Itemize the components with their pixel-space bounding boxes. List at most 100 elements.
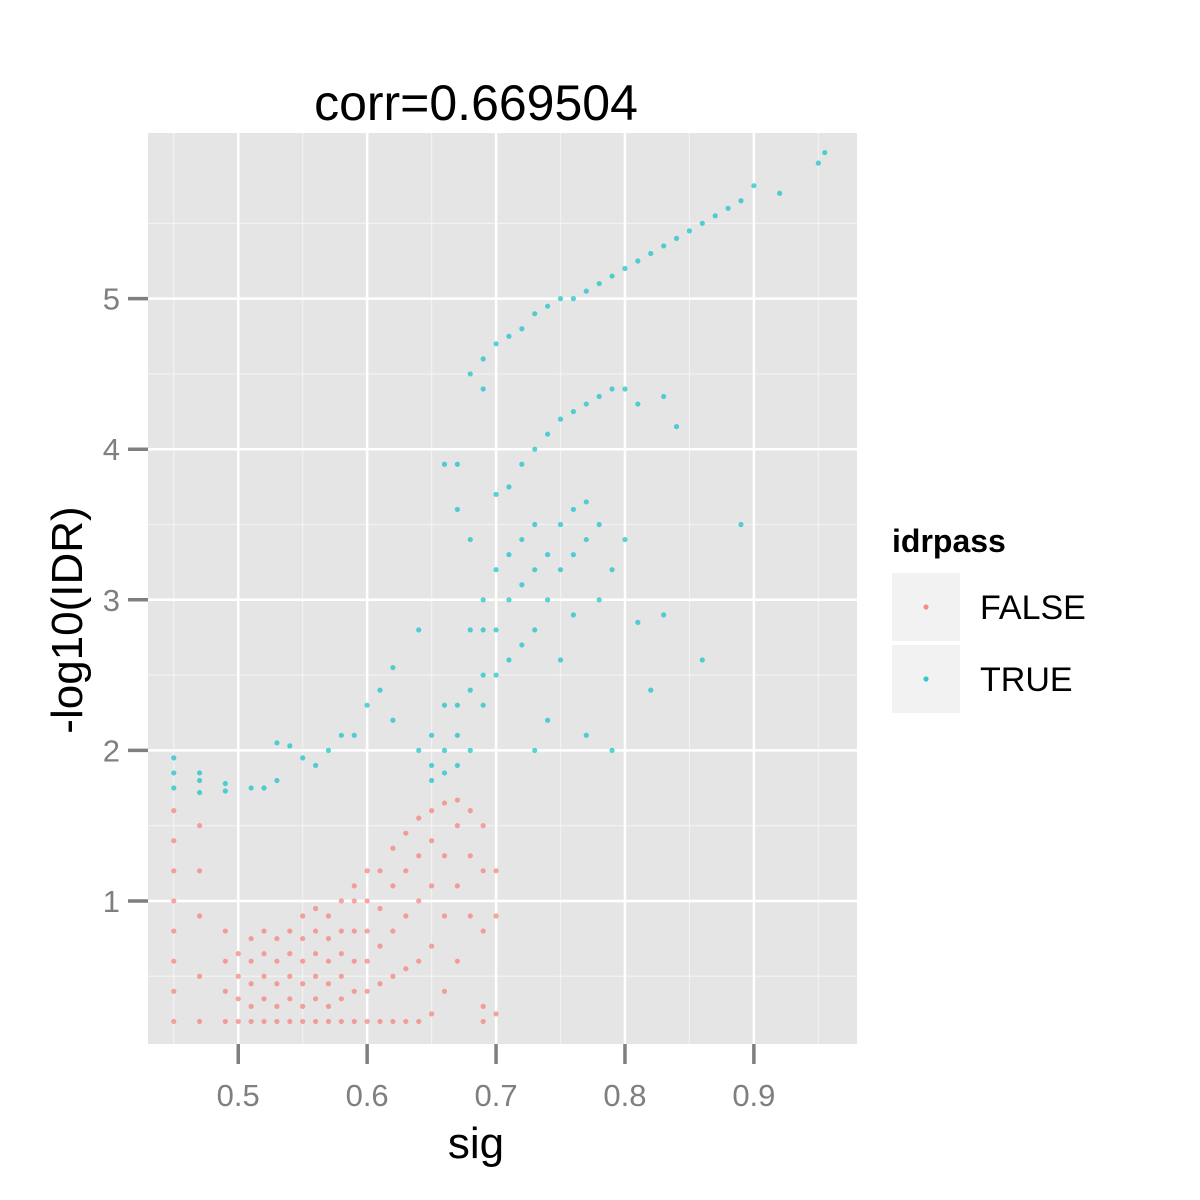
x-tick-label: 0.7 [474,1078,517,1113]
data-point [751,183,757,189]
data-point [196,868,203,874]
data-point [454,702,460,708]
data-point [596,597,602,603]
data-point [545,552,551,558]
data-point [416,898,422,904]
data-point [351,1018,357,1025]
data-point [467,747,473,753]
data-point [364,958,370,964]
data-point [364,702,370,708]
data-point [557,416,564,422]
data-point [583,401,589,407]
data-point [403,913,409,919]
data-point [416,958,422,964]
data-point [596,393,602,400]
data-point [377,905,383,912]
data-point [416,815,422,821]
data-point [248,1018,254,1025]
data-point [261,1018,267,1025]
data-point [261,928,267,934]
data-point [287,1018,293,1025]
y-axis: 1 2 3 4 5 [103,282,148,919]
data-point [609,747,615,753]
data-point [635,258,641,264]
data-point [738,198,744,204]
data-point [222,988,228,994]
data-point [493,567,499,573]
plot-panel [148,133,857,1044]
data-point [300,1018,306,1025]
legend-title: idrpass [892,523,1006,559]
legend-key-point [923,676,929,682]
data-point [467,808,473,814]
data-point [390,928,396,934]
data-point [480,597,486,603]
data-point [377,943,383,949]
data-point [196,823,203,829]
data-point [725,205,731,211]
data-point [300,981,306,987]
data-point [287,743,293,749]
data-point [235,1018,241,1025]
data-point [570,506,577,513]
data-point [532,446,538,452]
data-point [609,273,615,279]
data-point [390,1018,396,1025]
data-point [609,567,615,573]
y-tick-label: 5 [103,282,120,317]
data-point [261,951,267,957]
data-point [235,951,241,957]
data-point [261,973,267,979]
data-point [171,1018,177,1025]
data-point [661,243,667,249]
data-point [545,597,551,603]
data-point [377,687,383,693]
data-point [609,386,615,392]
y-axis-label: -log10(IDR) [43,506,92,733]
data-point [570,296,577,302]
data-point [467,687,473,693]
data-point [222,788,228,794]
data-point [222,780,228,787]
data-point [570,408,577,415]
data-point [454,461,460,467]
data-point [506,333,512,339]
data-point [480,627,486,633]
data-point [338,928,344,934]
data-point [519,536,525,543]
data-point [300,958,306,964]
y-tick-label: 1 [103,884,120,919]
data-point [171,868,177,874]
data-point [377,981,383,987]
data-point [351,732,357,738]
data-point [325,958,332,964]
data-point [171,958,177,964]
data-point [274,777,280,784]
data-point [429,883,435,889]
x-tick-label: 0.6 [346,1078,389,1113]
data-point [325,913,332,919]
data-point [532,567,538,573]
data-point [493,868,499,874]
data-point [351,958,357,964]
data-point [390,973,396,979]
data-point [364,898,370,904]
data-point [441,800,448,806]
data-point [351,883,357,889]
data-point [493,341,499,347]
data-point [171,785,177,791]
data-point [287,973,293,979]
data-point [519,642,525,648]
data-point [312,762,319,769]
data-point [454,506,460,513]
data-point [570,552,577,558]
data-point [171,808,177,814]
data-point [506,597,512,603]
data-point [493,913,499,919]
data-point [429,838,435,844]
data-point [532,627,538,633]
data-point [583,536,589,543]
data-point [532,747,538,753]
data-point [338,732,344,738]
major-gridlines [148,133,857,1044]
